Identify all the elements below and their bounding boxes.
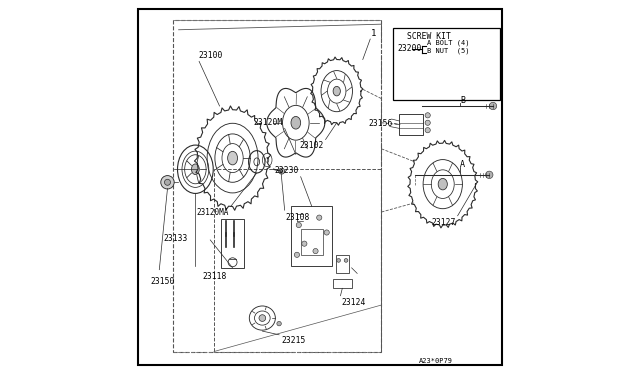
Text: 23124: 23124 [342, 298, 366, 307]
Circle shape [161, 176, 174, 189]
Circle shape [259, 315, 266, 321]
Circle shape [425, 128, 430, 133]
Circle shape [278, 168, 285, 174]
Circle shape [425, 113, 430, 118]
Bar [301, 229, 323, 255]
Text: 23108: 23108 [286, 213, 310, 222]
Text: A: A [460, 160, 465, 169]
Circle shape [164, 179, 170, 185]
Circle shape [277, 321, 282, 326]
Bar [335, 255, 349, 273]
Text: 23133: 23133 [164, 234, 188, 243]
Circle shape [486, 171, 493, 179]
Circle shape [294, 252, 300, 257]
Text: 23100: 23100 [198, 51, 222, 60]
Text: A BOLT (4): A BOLT (4) [427, 40, 470, 46]
Circle shape [344, 259, 348, 262]
Bar [399, 114, 423, 135]
Text: 23150: 23150 [151, 277, 175, 286]
Ellipse shape [191, 164, 199, 174]
Text: 23156: 23156 [369, 119, 394, 128]
Circle shape [313, 248, 318, 254]
Ellipse shape [228, 151, 237, 165]
Ellipse shape [291, 116, 301, 129]
Circle shape [324, 230, 330, 235]
Bar [214, 169, 381, 352]
Text: A23*0P79: A23*0P79 [419, 358, 452, 364]
Text: 23215: 23215 [281, 336, 305, 345]
Circle shape [337, 259, 340, 262]
Text: 23127: 23127 [431, 218, 456, 227]
Text: 1: 1 [371, 29, 377, 38]
Bar [173, 20, 381, 352]
Text: SCREW KIT: SCREW KIT [408, 32, 451, 41]
Text: B NUT  (5): B NUT (5) [427, 47, 470, 54]
Bar [221, 219, 244, 268]
Circle shape [317, 215, 322, 220]
Text: 23102: 23102 [300, 141, 324, 150]
Circle shape [296, 222, 301, 228]
Bar [392, 28, 500, 100]
Ellipse shape [333, 86, 340, 96]
Text: B: B [460, 96, 465, 105]
Text: 23200: 23200 [397, 44, 422, 53]
Ellipse shape [438, 179, 447, 190]
Text: 23120MA: 23120MA [196, 208, 229, 217]
Text: 23118: 23118 [203, 272, 227, 280]
Circle shape [425, 120, 430, 125]
Circle shape [489, 102, 497, 110]
Text: 23120M: 23120M [253, 118, 283, 127]
Bar [333, 279, 351, 288]
Bar [291, 206, 332, 266]
Text: 23230: 23230 [274, 166, 298, 175]
Circle shape [302, 241, 307, 246]
